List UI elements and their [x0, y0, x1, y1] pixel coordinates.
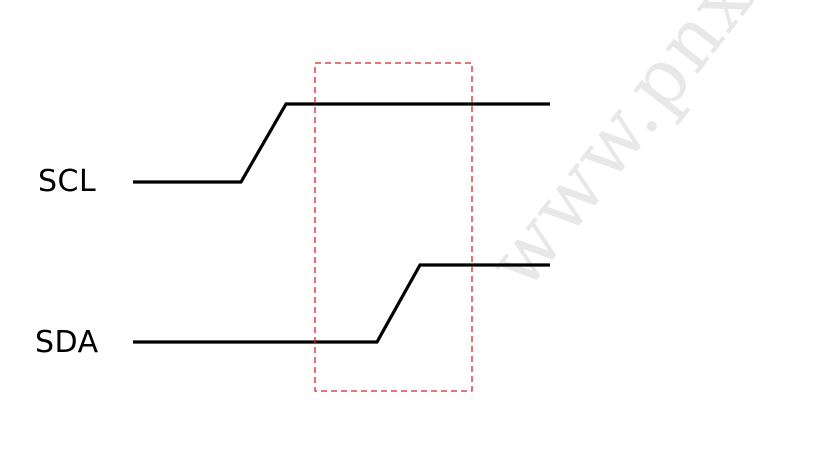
scl-waveform: [133, 102, 550, 184]
sda-label: SDA: [35, 325, 99, 360]
sda-waveform: [133, 263, 550, 344]
scl-label: SCL: [38, 164, 97, 199]
highlight-box: [314, 62, 473, 392]
